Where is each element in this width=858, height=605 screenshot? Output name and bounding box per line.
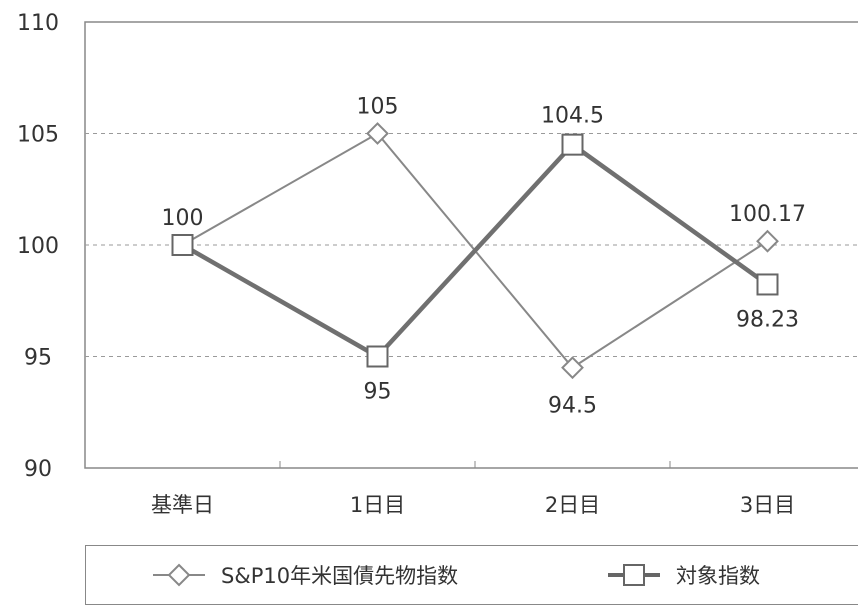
y-tick-label: 110 (17, 11, 59, 36)
x-tick-label: 1日目 (350, 493, 405, 517)
y-tick-label: 90 (24, 457, 52, 482)
series-markers (171, 122, 779, 380)
legend-item-series-1: S&P10年米国債先物指数 (151, 546, 458, 604)
x-axis: 基準日 1日目 2日目 3日目 (151, 461, 795, 517)
y-tick-label: 100 (17, 234, 59, 259)
legend-line-diamond-icon (153, 563, 205, 587)
series-2-marker (171, 234, 194, 256)
grid-lines (85, 133, 858, 357)
x-tick-label: 3日目 (740, 493, 795, 517)
legend-line-square-icon (608, 564, 660, 586)
series-1-marker (561, 356, 584, 380)
series-1-data-label: 100 (162, 206, 204, 231)
legend: S&P10年米国債先物指数 対象指数 (85, 545, 858, 605)
series-1-marker (366, 122, 389, 145)
series-2-data-label: 104.5 (541, 104, 604, 129)
series-1-data-label: 100.17 (729, 202, 806, 227)
series-2-line (181, 141, 769, 360)
y-axis: 90 95 100 105 110 (17, 11, 59, 482)
legend-label-series-2: 対象指数 (676, 564, 760, 588)
x-tick-label: 基準日 (151, 493, 214, 517)
series-2-marker (366, 345, 389, 368)
x-tick-label: 2日目 (545, 493, 600, 517)
series-2-marker (561, 133, 584, 156)
y-tick-label: 105 (17, 123, 59, 148)
series-1-data-label: 105 (357, 95, 399, 120)
series-2-marker (756, 273, 779, 296)
legend-item-series-2: 対象指数 (606, 546, 760, 604)
data-labels: 100 105 94.5 100.17 95 104.5 98.23 (162, 95, 806, 419)
series-1-data-label: 94.5 (548, 394, 597, 419)
legend-label-series-1: S&P10年米国債先物指数 (221, 564, 459, 588)
series-2-data-label: 98.23 (736, 307, 799, 332)
series-lines (181, 132, 769, 369)
series-2-data-label: 95 (364, 380, 392, 405)
y-tick-label: 95 (24, 346, 52, 371)
series-1-marker (756, 229, 779, 253)
